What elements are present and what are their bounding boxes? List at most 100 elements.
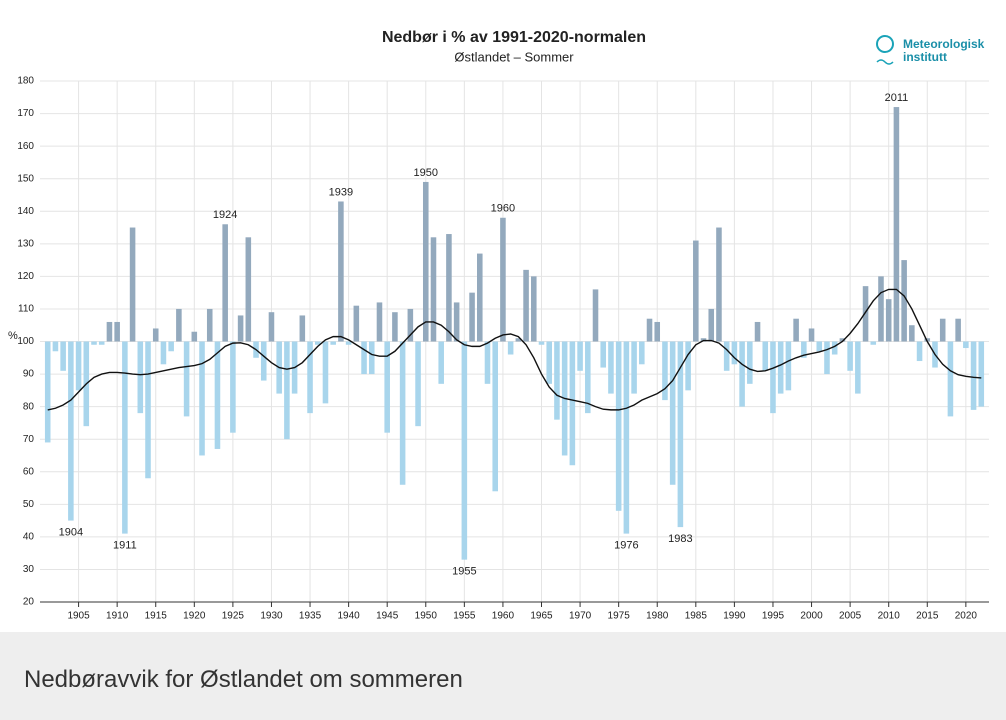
bar	[862, 286, 869, 342]
chart: Nedbør i % av 1991-2020-normalen Østland…	[8, 29, 989, 622]
x-tick-label: 1995	[762, 611, 785, 622]
bar	[237, 315, 244, 342]
bar	[970, 341, 977, 410]
x-tick-label: 2020	[955, 611, 978, 622]
bar	[754, 321, 761, 342]
bar	[284, 341, 290, 440]
bar	[523, 269, 529, 342]
x-tick-label: 2005	[839, 611, 862, 622]
annotation: 1955	[452, 566, 476, 578]
bar	[500, 217, 506, 342]
x-tick-label: 1965	[530, 611, 553, 622]
y-tick-label: 50	[23, 499, 35, 510]
annotation: 1960	[491, 203, 515, 215]
y-tick-label: 100	[17, 336, 34, 347]
y-tick-label: 30	[23, 564, 35, 575]
bar	[847, 341, 853, 371]
bar	[199, 341, 205, 456]
x-tick-label: 1925	[222, 611, 245, 622]
bar	[245, 237, 252, 342]
bar	[569, 341, 576, 466]
chart-title: Nedbør i % av 1991-2020-normalen	[382, 29, 646, 46]
logo-circle	[876, 35, 894, 53]
bar	[870, 341, 877, 345]
x-tick-label: 1970	[569, 611, 592, 622]
bar	[839, 338, 846, 342]
bar	[600, 341, 607, 368]
bar	[955, 318, 961, 342]
bar	[446, 234, 452, 342]
bar	[669, 341, 676, 485]
x-tick-label: 1960	[492, 611, 515, 622]
logo: Meteorologisk institutt	[876, 35, 985, 65]
bar	[422, 181, 429, 342]
bar	[353, 305, 360, 342]
bar	[114, 321, 120, 342]
bar	[623, 341, 630, 534]
bar	[808, 328, 815, 342]
bar	[723, 341, 730, 371]
bar	[731, 341, 738, 365]
y-tick-label: 80	[23, 401, 35, 412]
bar	[785, 341, 792, 391]
bar	[52, 341, 59, 352]
bar	[916, 341, 923, 362]
bar	[708, 308, 715, 342]
bar	[384, 341, 390, 433]
bar	[615, 341, 622, 511]
bar	[662, 341, 668, 401]
logo-text: institutt	[903, 50, 947, 64]
x-tick-label: 1930	[260, 611, 283, 622]
bar	[183, 341, 190, 417]
bar	[939, 318, 946, 342]
bar	[206, 308, 213, 342]
bar	[430, 237, 437, 342]
logo-wave	[876, 59, 894, 65]
smoothed-line	[47, 288, 982, 411]
y-tick-label: 60	[23, 466, 35, 477]
x-tick-label: 2000	[800, 611, 823, 622]
bar	[160, 341, 167, 365]
bar	[268, 312, 275, 342]
bar	[44, 341, 51, 443]
bar	[546, 341, 552, 384]
bar	[68, 341, 74, 521]
y-tick-label: 20	[23, 597, 35, 608]
bar	[230, 341, 236, 433]
bar	[639, 341, 645, 365]
bar	[106, 321, 113, 342]
bar	[469, 292, 475, 342]
bar	[507, 341, 514, 355]
bar	[693, 240, 699, 342]
bar	[152, 328, 159, 342]
bar	[801, 341, 807, 358]
bar	[484, 341, 491, 384]
x-tick-label: 1975	[608, 611, 631, 622]
bar	[222, 224, 228, 342]
bar	[608, 341, 614, 394]
bar	[75, 341, 82, 391]
bar	[392, 312, 398, 342]
logo-text: Meteorologisk	[903, 37, 985, 51]
bar	[122, 341, 128, 534]
bar	[538, 341, 545, 345]
bar	[145, 341, 151, 479]
bar	[901, 260, 907, 342]
bar	[137, 341, 144, 414]
bar	[260, 341, 267, 381]
bar	[461, 341, 468, 560]
bar	[716, 227, 722, 342]
caption-bar: Nedbøravvik for Østlandet om sommeren	[0, 632, 1006, 720]
bar	[646, 318, 653, 342]
annotation: 1976	[614, 540, 638, 552]
bar	[762, 341, 769, 371]
annotation: 1924	[213, 209, 237, 221]
bar	[885, 299, 892, 342]
y-tick-label: 170	[17, 108, 34, 119]
bar	[314, 341, 321, 345]
bar	[677, 341, 684, 528]
bar	[654, 321, 661, 342]
x-tick-label: 1920	[183, 611, 206, 622]
bar	[816, 341, 823, 352]
bar	[747, 341, 753, 384]
